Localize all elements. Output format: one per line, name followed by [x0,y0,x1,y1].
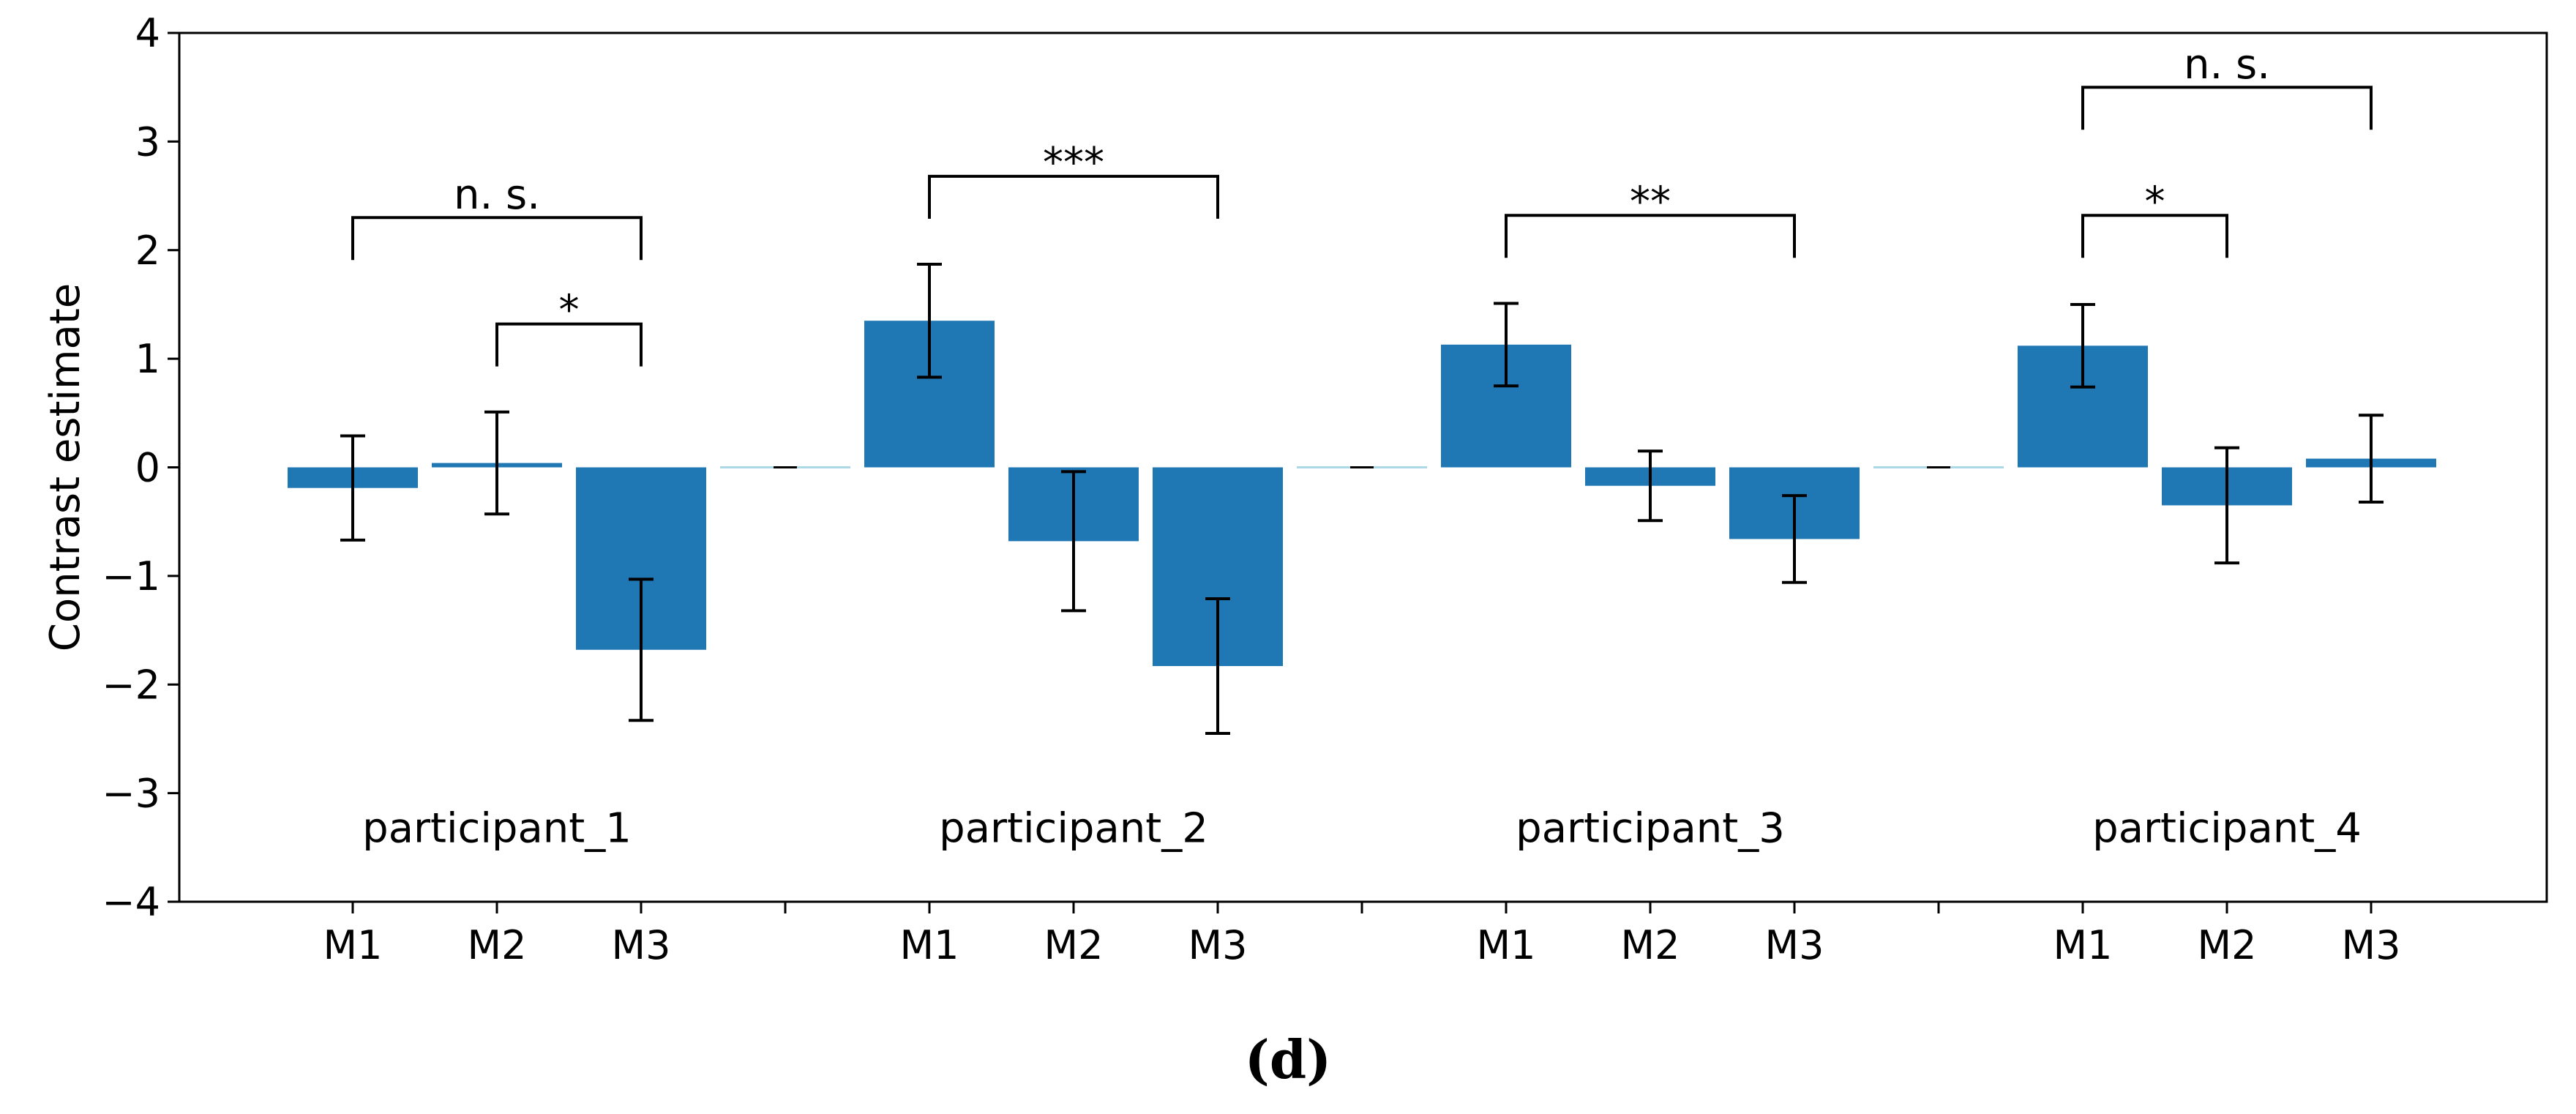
significance-bracket [2081,214,2228,258]
x-tick-label: M1 [1477,922,1536,968]
x-tick-label: M1 [2053,922,2113,968]
y-tick-label: −3 [102,771,160,817]
x-tick-label: M3 [2342,922,2401,968]
x-tick-label: M2 [1044,922,1104,968]
group-label: participant_2 [939,804,1208,852]
significance-bracket [1505,214,1796,258]
significance-label: *** [1043,139,1104,187]
y-tick-label: 2 [135,228,160,274]
y-tick-label: 3 [135,119,160,165]
x-tick-label: M2 [468,922,527,968]
y-tick-label: −1 [102,553,160,599]
significance-label: ** [1630,178,1671,225]
significance-label: * [2145,178,2165,225]
x-tick-label: M3 [612,922,671,968]
x-tick-label: M1 [323,922,383,968]
significance-label: n. s. [454,171,540,219]
group-label: participant_4 [2092,804,2362,852]
figure-caption: (d) [1244,1028,1332,1091]
significance-bracket [351,216,643,261]
y-axis-label: Contrast estimate [42,283,89,652]
significance-bracket [495,322,643,367]
group-label: participant_1 [362,804,632,852]
x-tick-label: M2 [1621,922,1680,968]
significance-label: n. s. [2184,41,2270,89]
significance-bracket [928,174,1219,219]
y-tick-label: −2 [102,662,160,708]
y-tick-label: 0 [135,445,160,491]
group-label: participant_3 [1516,804,1785,852]
significance-label: * [559,287,580,334]
y-tick-label: 1 [135,336,160,382]
y-tick-label: 4 [135,10,160,56]
x-tick-label: M1 [900,922,959,968]
x-tick-label: M2 [2198,922,2257,968]
x-tick-label: M3 [1188,922,1248,968]
y-tick-label: −4 [102,879,160,925]
x-tick-label: M3 [1765,922,1824,968]
significance-bracket [2081,86,2373,130]
